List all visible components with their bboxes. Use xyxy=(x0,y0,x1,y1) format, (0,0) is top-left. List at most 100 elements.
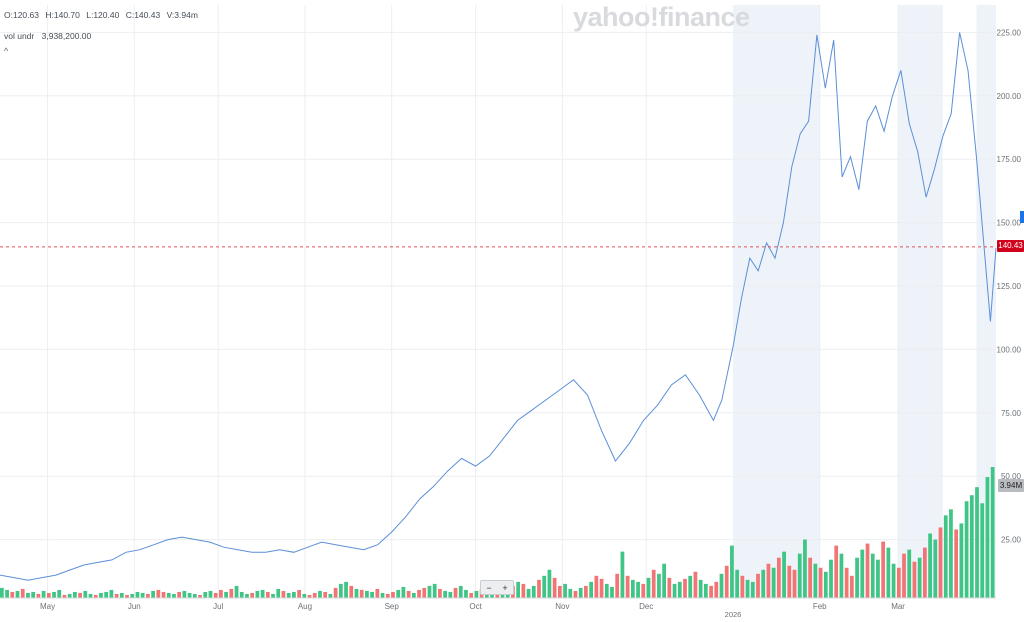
zoom-in-button[interactable]: + xyxy=(502,582,508,593)
volume-bar xyxy=(756,573,760,598)
high-value: H:140.70 xyxy=(45,10,80,20)
volume-bar xyxy=(328,593,333,598)
volume-bar xyxy=(432,583,437,598)
volume-bar xyxy=(584,585,588,598)
x-tick-label: Dec xyxy=(639,602,653,611)
zoom-out-button[interactable]: − xyxy=(486,582,492,593)
volume-bar xyxy=(182,590,187,598)
volume-bars xyxy=(0,467,995,598)
volume-bar xyxy=(250,592,255,598)
volume-bar xyxy=(286,592,291,598)
volume-bar xyxy=(88,593,93,598)
volume-bar xyxy=(625,575,630,598)
volume-bar xyxy=(41,590,46,598)
volume-bar xyxy=(417,589,421,598)
volume-bar xyxy=(646,577,651,598)
volume-study-readout[interactable]: vol undr 3,938,200.00 xyxy=(4,31,96,41)
y-tick-label: 100.00 xyxy=(997,345,1022,354)
x-tick-label: Jul xyxy=(213,602,223,611)
volume-bar xyxy=(109,589,114,598)
volume-bar xyxy=(876,559,880,598)
volume-bar xyxy=(792,569,797,598)
volume-bar xyxy=(959,523,964,598)
volume-bar xyxy=(396,589,401,598)
volume-bar xyxy=(93,594,98,598)
volume-bar xyxy=(78,592,82,598)
x-tick-label: Aug xyxy=(298,602,312,611)
low-value: L:120.40 xyxy=(86,10,120,20)
volume-bar xyxy=(46,592,51,598)
x-tick-label: Feb xyxy=(813,602,827,611)
volume-bar xyxy=(438,588,442,598)
zoom-control[interactable]: − + xyxy=(480,580,514,595)
x-axis: May Jun Jul Aug Sep Oct Nov Dec Feb Mar 2026 xyxy=(0,597,996,619)
volume-bar xyxy=(260,589,265,598)
volume-bar xyxy=(740,575,745,598)
volume-bar xyxy=(693,571,698,598)
volume-bar xyxy=(255,590,260,598)
volume-bar xyxy=(969,495,974,598)
volume-bar xyxy=(547,569,552,598)
volume-bar xyxy=(234,585,239,598)
axis-handle[interactable] xyxy=(1020,211,1024,223)
volume-bar xyxy=(818,567,823,598)
volume-bar xyxy=(698,579,703,598)
volume-bar xyxy=(338,583,343,598)
volume-bar xyxy=(187,592,192,598)
volume-bar xyxy=(365,590,369,598)
y-tick-label: 200.00 xyxy=(997,92,1022,101)
volume-bar xyxy=(750,581,755,598)
volume-bar xyxy=(114,593,119,598)
volume-bar xyxy=(245,593,249,598)
y-tick-label: 225.00 xyxy=(997,28,1022,37)
volume-bar xyxy=(422,587,427,598)
volume-bar xyxy=(57,589,62,598)
volume-bar xyxy=(657,573,661,598)
volume-bar xyxy=(813,563,818,598)
volume-bar xyxy=(67,593,72,598)
volume-bar xyxy=(667,577,672,598)
volume-bar xyxy=(891,563,896,598)
volume-bar xyxy=(870,553,875,598)
volume-bar xyxy=(427,585,432,598)
volume-bar xyxy=(443,590,448,598)
volume-bar xyxy=(902,553,906,598)
volume-bar xyxy=(938,527,943,598)
volume-bar xyxy=(829,559,833,598)
x-tick-label: Mar xyxy=(891,602,905,611)
open-value: O:120.63 xyxy=(4,10,39,20)
volume-bar xyxy=(464,589,468,598)
volume-bar xyxy=(735,569,740,598)
volume-bar xyxy=(776,557,781,598)
volume-bar xyxy=(573,590,578,598)
volume-bar xyxy=(521,583,526,598)
volume-bar xyxy=(219,589,223,598)
collapse-caret-icon[interactable]: ^ xyxy=(4,46,9,56)
volume-bar xyxy=(177,591,182,598)
volume-bar xyxy=(161,591,166,598)
volume-bar xyxy=(688,575,693,598)
y-tick-label: 75.00 xyxy=(1001,409,1022,418)
volume-bar xyxy=(349,585,354,598)
volume-bar xyxy=(985,477,990,598)
volume-bar xyxy=(855,557,859,598)
volume-bar xyxy=(599,578,604,598)
volume-bar xyxy=(896,567,901,598)
volume-bar xyxy=(719,573,724,598)
volume-bar xyxy=(761,569,766,598)
volume-bar xyxy=(662,563,667,598)
volume-bar xyxy=(834,545,839,598)
volume-bar xyxy=(886,547,891,598)
volume-bar xyxy=(26,592,30,598)
volume-bar xyxy=(62,594,67,598)
y-axis: 25.00 50.00 75.00 100.00 125.00 150.00 175.00 2… xyxy=(997,28,1022,544)
volume-bar xyxy=(354,588,359,598)
volume-bar xyxy=(5,589,9,598)
x-year-label: 2026 xyxy=(725,610,742,617)
volume-bar xyxy=(808,557,813,598)
volume-bar xyxy=(797,553,802,598)
volume-bar xyxy=(370,591,374,598)
volume-bar xyxy=(604,583,609,598)
